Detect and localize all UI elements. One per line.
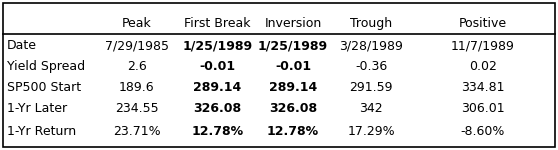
Text: 306.01: 306.01 <box>461 102 504 115</box>
Text: 291.59: 291.59 <box>349 81 393 94</box>
Text: 1/25/1989: 1/25/1989 <box>182 39 253 52</box>
Text: 11/7/1989: 11/7/1989 <box>451 39 514 52</box>
Text: 0.02: 0.02 <box>469 60 497 73</box>
Text: Positive: Positive <box>459 17 507 30</box>
Text: 342: 342 <box>359 102 383 115</box>
Text: 189.6: 189.6 <box>119 81 155 94</box>
Text: -0.01: -0.01 <box>200 60 235 73</box>
Text: 1/25/1989: 1/25/1989 <box>258 39 328 52</box>
Text: Inversion: Inversion <box>264 17 321 30</box>
Text: 334.81: 334.81 <box>461 81 504 94</box>
Text: 12.78%: 12.78% <box>191 125 244 138</box>
Text: 1-Yr Later: 1-Yr Later <box>7 102 67 115</box>
Text: 3/28/1989: 3/28/1989 <box>339 39 403 52</box>
Text: 1-Yr Return: 1-Yr Return <box>7 125 76 138</box>
Text: 2.6: 2.6 <box>127 60 147 73</box>
Text: 326.08: 326.08 <box>194 102 242 115</box>
Text: Trough: Trough <box>350 17 392 30</box>
Text: 17.29%: 17.29% <box>347 125 395 138</box>
Text: 23.71%: 23.71% <box>113 125 161 138</box>
Text: -0.36: -0.36 <box>355 60 387 73</box>
Text: SP500 Start: SP500 Start <box>7 81 81 94</box>
Text: 289.14: 289.14 <box>194 81 242 94</box>
Text: Yield Spread: Yield Spread <box>7 60 85 73</box>
Text: 7/29/1985: 7/29/1985 <box>105 39 169 52</box>
Text: 12.78%: 12.78% <box>267 125 319 138</box>
Text: -0.01: -0.01 <box>275 60 311 73</box>
Text: Peak: Peak <box>122 17 152 30</box>
Text: First Break: First Break <box>184 17 251 30</box>
Text: Date: Date <box>7 39 37 52</box>
Text: 289.14: 289.14 <box>269 81 317 94</box>
Text: 234.55: 234.55 <box>115 102 158 115</box>
Text: 326.08: 326.08 <box>269 102 317 115</box>
Text: -8.60%: -8.60% <box>460 125 505 138</box>
